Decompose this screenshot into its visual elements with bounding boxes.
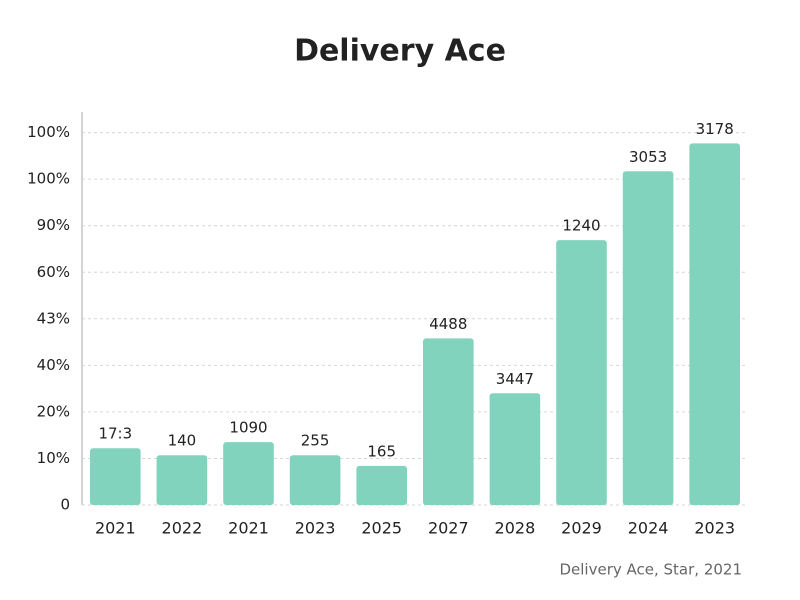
bar-label: 17:3 <box>98 425 132 443</box>
bar <box>622 171 674 505</box>
bar <box>156 455 208 505</box>
x-tick-label: 2023 <box>295 519 336 538</box>
y-tick-label: 40% <box>37 356 70 374</box>
bar <box>89 448 141 505</box>
x-tick-label: 2028 <box>495 519 536 538</box>
y-tick-label: 60% <box>37 263 70 281</box>
chart-title: Delivery Ace <box>294 34 506 69</box>
bar-label: 3053 <box>629 148 667 166</box>
bar-label: 1240 <box>562 217 600 235</box>
source-note: Delivery Ace, Star, 2021 <box>559 561 742 579</box>
bar <box>223 442 274 505</box>
bar <box>489 393 541 505</box>
y-tick-label: 100% <box>27 123 70 141</box>
x-tick-label: 2021 <box>228 519 269 538</box>
y-tick-label: 0 <box>60 496 70 514</box>
bar-label: 1090 <box>229 419 267 437</box>
x-tick-label: 2027 <box>428 519 469 538</box>
y-tick-label: 43% <box>37 309 70 327</box>
x-tick-label: 2022 <box>162 519 203 538</box>
y-tick-label: 20% <box>37 402 70 420</box>
bar-label: 140 <box>168 432 197 450</box>
y-tick-label: 10% <box>37 449 70 467</box>
bar <box>422 338 474 505</box>
bar <box>689 143 741 505</box>
y-tick-label: 90% <box>37 216 70 234</box>
bar <box>556 240 607 505</box>
bar-label: 3178 <box>696 120 734 138</box>
bar <box>356 465 408 505</box>
x-tick-label: 2024 <box>628 519 669 538</box>
bar-label: 3447 <box>496 370 534 388</box>
x-tick-label: 2021 <box>95 519 136 538</box>
x-tick-label: 2025 <box>361 519 402 538</box>
bar-label: 165 <box>367 442 396 460</box>
x-tick-label: 2029 <box>561 519 602 538</box>
y-tick-label: 100% <box>27 170 70 188</box>
x-tick-label: 2023 <box>694 519 735 538</box>
bar-label: 255 <box>301 432 330 450</box>
bar-label: 4488 <box>429 315 467 333</box>
bar <box>289 455 341 505</box>
